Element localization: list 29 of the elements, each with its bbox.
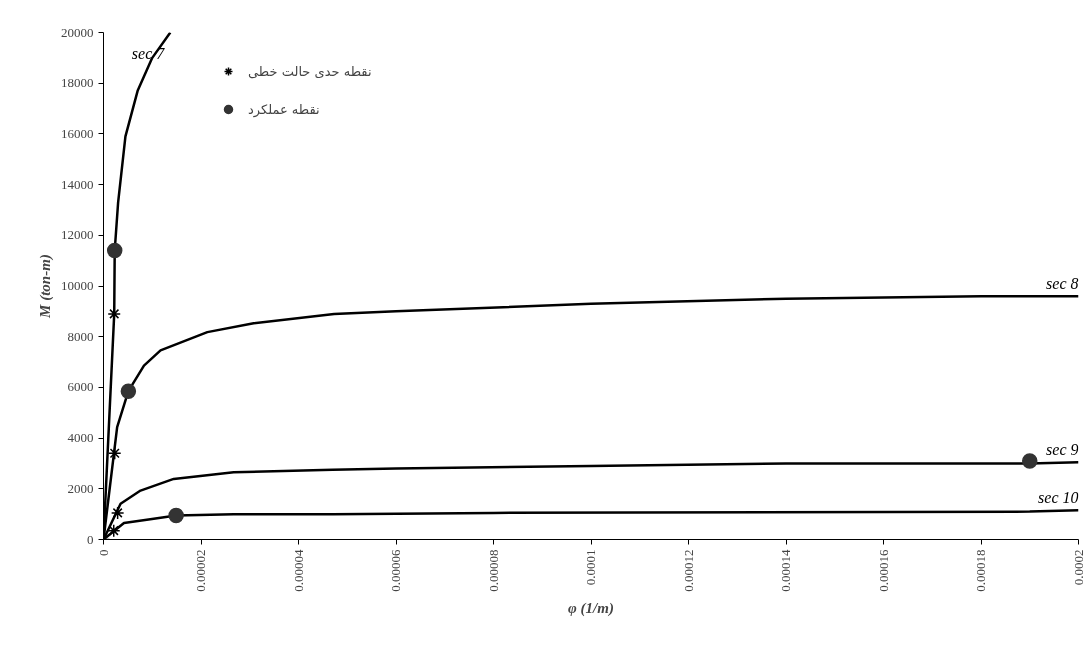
x-tick-label: 0 [95, 549, 111, 556]
y-axis-title: M (ton-m) [37, 254, 54, 319]
y-tick-label: 20000 [61, 24, 94, 40]
x-tick-label: 0.0001 [583, 549, 598, 586]
x-tick-label: 0.00002 [193, 549, 208, 592]
x-axis-title: φ (1/m) [568, 599, 614, 617]
series-label: sec 8 [1046, 275, 1079, 293]
x-tick-label: 0.00004 [290, 549, 306, 592]
series-label: sec 9 [1046, 441, 1079, 459]
x-tick-label: 0.00006 [388, 549, 403, 592]
x-tick-label: 0.00018 [973, 549, 988, 592]
series-label: sec 10 [1038, 489, 1079, 507]
x-tick-label: 0.00016 [875, 549, 891, 592]
y-tick-label: 0 [87, 531, 94, 547]
y-tick-label: 16000 [61, 125, 94, 141]
legend-label: نقطه عملکرد [248, 101, 320, 117]
y-tick-label: 10000 [61, 278, 94, 293]
y-tick-label: 18000 [61, 75, 94, 91]
y-tick-label: 12000 [61, 227, 94, 243]
legend-label: نقطه حدی حالت خطی [248, 63, 372, 79]
y-tick-label: 14000 [61, 176, 94, 192]
x-tick-label: 0.00008 [485, 549, 501, 592]
x-tick-label: 0.00012 [680, 549, 696, 592]
y-tick-label: 6000 [67, 379, 94, 395]
y-tick-label: 2000 [67, 480, 94, 496]
y-tick-label: 4000 [67, 430, 94, 446]
y-tick-label: 8000 [67, 328, 94, 344]
x-tick-label: 0.0002 [1070, 549, 1086, 586]
x-tick-label: 0.00014 [778, 549, 793, 592]
